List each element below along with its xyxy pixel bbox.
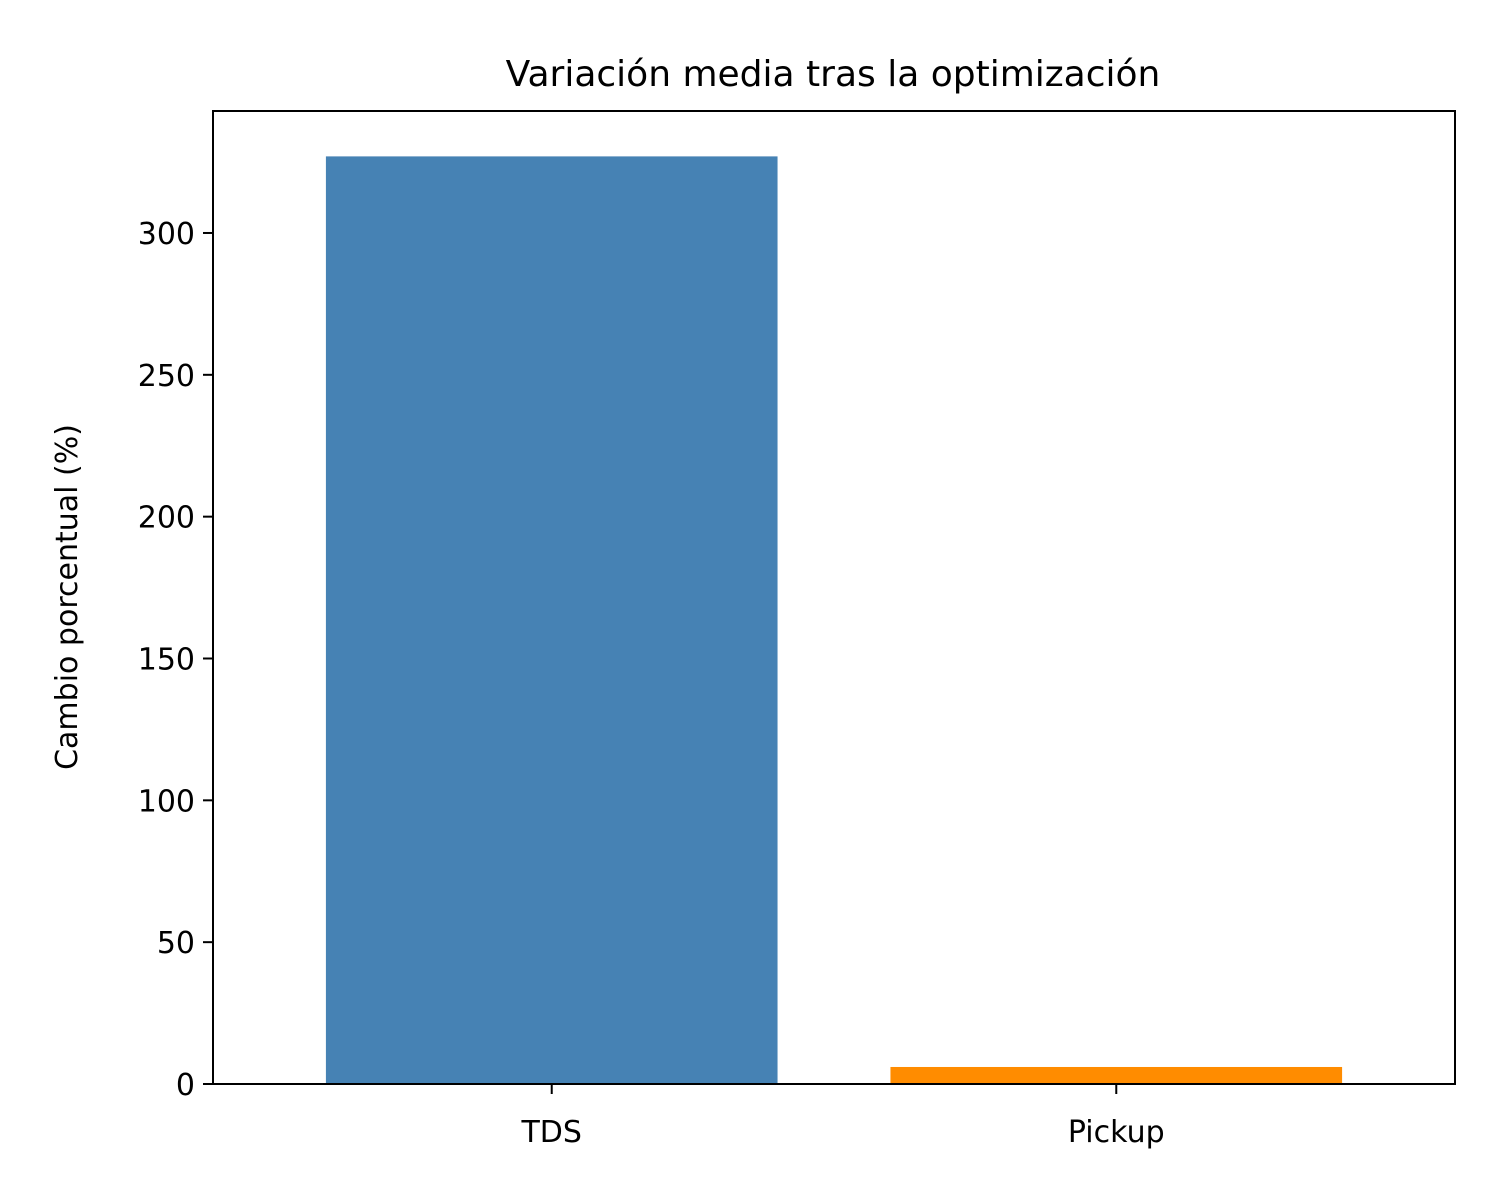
y-tick-label: 300 bbox=[138, 217, 195, 252]
bars-layer bbox=[325, 156, 1343, 1084]
y-tick-label: 200 bbox=[138, 501, 195, 536]
y-axis-ticks: 0 50 100 150 200 250 300 bbox=[138, 217, 213, 1103]
bar-pickup bbox=[890, 1066, 1343, 1084]
y-tick-label: 100 bbox=[138, 784, 195, 819]
y-tick-label: 0 bbox=[176, 1068, 195, 1103]
y-tick-label: 150 bbox=[138, 642, 195, 677]
chart-title: Variación media tras la optimización bbox=[506, 54, 1161, 95]
x-tick-label: Pickup bbox=[1068, 1115, 1165, 1150]
bar-tds bbox=[325, 156, 778, 1084]
y-tick-label: 50 bbox=[157, 926, 195, 961]
y-tick-label: 250 bbox=[138, 359, 195, 394]
y-axis-label: Cambio porcentual (%) bbox=[50, 424, 85, 770]
plot-frame bbox=[212, 110, 1456, 1085]
x-tick-label: TDS bbox=[520, 1115, 581, 1150]
x-axis-ticks: TDS Pickup bbox=[520, 1084, 1165, 1150]
